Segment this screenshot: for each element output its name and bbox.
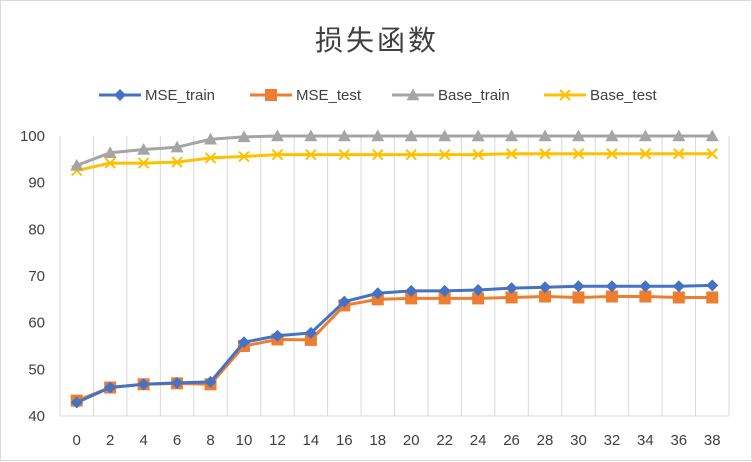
legend: MSE_train MSE_test Base_train Base_test	[99, 87, 658, 104]
x-tick-label: 18	[369, 432, 386, 449]
x-tick-label: 4	[139, 432, 147, 449]
data-point	[606, 280, 618, 292]
x-tick-label: 8	[206, 432, 214, 449]
data-point	[706, 279, 718, 291]
x-tick-label: 38	[704, 432, 721, 449]
legend-label: Base_train	[438, 87, 510, 104]
y-tick-label: 80	[28, 221, 45, 238]
y-tick-label: 40	[28, 408, 45, 425]
x-tick-label: 6	[173, 432, 181, 449]
y-tick-label: 50	[28, 361, 45, 378]
x-tick-label: 34	[637, 432, 654, 449]
x-tick-label: 24	[470, 432, 487, 449]
data-point	[572, 291, 584, 303]
data-point	[639, 280, 651, 292]
legend-label: MSE_test	[296, 87, 362, 104]
x-tick-label: 0	[73, 432, 81, 449]
data-point	[572, 280, 584, 292]
x-tick-label: 16	[336, 432, 353, 449]
data-point	[673, 291, 685, 303]
x-tick-label: 2	[106, 432, 114, 449]
legend-item: Base_train	[392, 87, 510, 104]
x-tick-label: 28	[537, 432, 554, 449]
x-tick-label: 14	[303, 432, 320, 449]
chart-title: 损失函数	[315, 24, 439, 57]
y-tick-label: 60	[28, 315, 45, 332]
x-tick-label: 22	[436, 432, 453, 449]
data-point	[706, 291, 718, 303]
y-tick-label: 100	[20, 128, 45, 145]
vertical-grid	[60, 136, 729, 416]
legend-label: MSE_train	[145, 87, 215, 104]
x-tick-label: 12	[269, 432, 286, 449]
y-tick-label: 90	[28, 175, 45, 192]
legend-item: MSE_test	[250, 87, 362, 104]
data-point	[265, 89, 277, 101]
data-point	[606, 291, 618, 303]
data-point	[673, 280, 685, 292]
y-axis-ticks: 40 50 60 70 80 90 100	[20, 128, 45, 425]
x-tick-label: 26	[503, 432, 520, 449]
x-tick-label: 30	[570, 432, 587, 449]
y-tick-label: 70	[28, 268, 45, 285]
x-tick-label: 36	[670, 432, 687, 449]
x-tick-label: 20	[403, 432, 420, 449]
data-point	[639, 291, 651, 303]
x-tick-label: 10	[236, 432, 253, 449]
x-axis-ticks: 0 2 4 6 8 10 12 14 16 18 20 22 24 26 28 30 32 34 36 38	[73, 432, 721, 449]
x-tick-label: 32	[604, 432, 621, 449]
legend-item: MSE_train	[99, 87, 215, 104]
data-point	[114, 89, 126, 101]
legend-item: Base_test	[544, 87, 658, 104]
legend-label: Base_test	[590, 87, 658, 104]
